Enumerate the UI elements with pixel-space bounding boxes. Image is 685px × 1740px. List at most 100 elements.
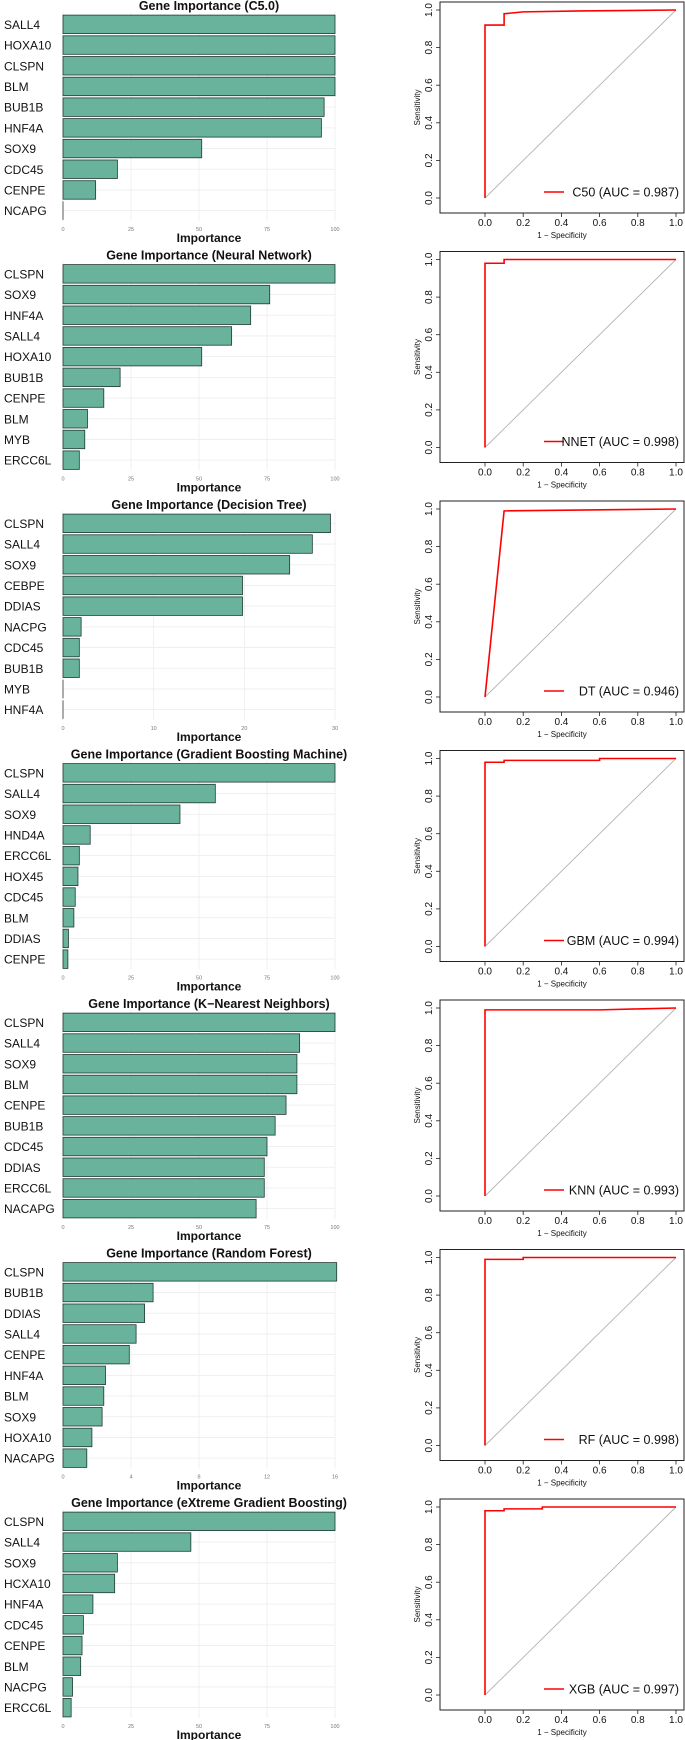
y-tick-label: 0.4: [424, 365, 435, 379]
importance-bar: [62, 118, 322, 138]
chart-title: Gene Importance (K−Nearest Neighbors): [88, 997, 329, 1011]
x-tick-label: 0: [61, 1475, 64, 1481]
y-tick-label: 0.0: [424, 1438, 435, 1452]
category-label: CENPE: [4, 392, 45, 406]
y-tick-label: 0.6: [424, 327, 435, 341]
x-tick-label: 0.0: [478, 1466, 492, 1477]
reference-diagonal: [484, 508, 677, 698]
x-axis-label: 1 − Specificity: [537, 730, 587, 739]
x-tick-label: 0.0: [478, 1715, 492, 1726]
importance-bar: [62, 1427, 93, 1448]
chart-title: Gene Importance (C5.0): [139, 0, 279, 13]
x-tick-label: 75: [264, 1225, 270, 1231]
x-tick-label: 1.0: [669, 1715, 683, 1726]
reference-diagonal: [484, 1007, 677, 1197]
roc-curve: [484, 1506, 676, 1695]
y-tick-label: 0.4: [424, 1363, 435, 1377]
category-label: BLM: [4, 80, 29, 94]
roc-chart-11: 0.0 0.0 0.2 0.2 0.4 0.4 0.6 0.6 0.8 0.8 1.0 1.0 1 − …: [413, 1249, 685, 1488]
roc-chart-1: 0.0 0.0 0.2 0.2 0.4 0.4 0.6 0.6 0.8 0.8 1.0 1.0 1 − …: [413, 1, 685, 240]
y-tick-label: 1.0: [424, 1500, 435, 1514]
x-tick-label: 50: [196, 1724, 202, 1730]
x-tick-label: 1.0: [669, 218, 683, 229]
importance-bar: [62, 763, 336, 783]
x-axis-label: Importance: [177, 980, 242, 994]
x-tick-label: 50: [196, 1225, 202, 1231]
plot-frame: [439, 999, 685, 1212]
reference-diagonal: [484, 758, 677, 947]
x-tick-label: 0.2: [516, 717, 530, 728]
x-tick-label: 100: [330, 1225, 339, 1231]
importance-chart-0: Gene Importance (C5.0) SALL4 HOXA10 CLSPN BL…: [4, 0, 340, 245]
y-tick-label: 0.6: [424, 577, 435, 591]
x-tick-label: 0.4: [554, 717, 568, 728]
y-tick-label: 1.0: [424, 751, 435, 765]
category-label: SALL4: [4, 538, 40, 552]
y-tick-label: 0.2: [424, 153, 435, 167]
category-label: HNF4A: [4, 309, 43, 323]
importance-bar: [62, 1178, 265, 1198]
x-tick-label: 0.2: [516, 468, 530, 479]
chart-title: Gene Importance (Random Forest): [106, 1247, 312, 1261]
importance-bar: [62, 1573, 116, 1594]
importance-bar: [62, 1511, 336, 1531]
x-tick-label: 0.4: [554, 468, 568, 479]
x-tick-label: 8: [197, 1475, 200, 1481]
x-axis-label: Importance: [177, 1728, 242, 1740]
category-label: HOXA10: [4, 350, 52, 364]
x-tick-label: 25: [128, 1724, 134, 1730]
category-label: DDIAS: [4, 932, 41, 946]
importance-bar: [62, 1407, 103, 1427]
importance-bar: [62, 783, 216, 804]
importance-bar: [62, 1615, 84, 1635]
category-label: CENPE: [4, 1099, 45, 1113]
importance-chart-2: Gene Importance (Neural Network) CLSPN SOX…: [4, 249, 340, 495]
chart-title: Gene Importance (Decision Tree): [111, 498, 306, 512]
x-axis-label: 1 − Specificity: [537, 231, 587, 240]
x-tick-label: 100: [330, 477, 339, 483]
roc-curve: [484, 1007, 677, 1196]
roc-chart-5: 0.0 0.0 0.2 0.2 0.4 0.4 0.6 0.6 0.8 0.8 1.0 1.0 1 − …: [413, 500, 685, 739]
importance-chart-8: Gene Importance (K−Nearest Neighbors) CLS…: [4, 997, 340, 1243]
category-label: HNF4A: [4, 1369, 43, 1383]
y-tick-label: 0.2: [424, 1401, 435, 1415]
category-label: BLM: [4, 911, 29, 925]
legend-label: NNET (AUC = 0.998): [561, 435, 679, 449]
y-tick-label: 0.8: [424, 1288, 435, 1302]
roc-chart-9: 0.0 0.0 0.2 0.2 0.4 0.4 0.6 0.6 0.8 0.8 1.0 1.0 1 − …: [413, 999, 685, 1238]
category-label: SOX9: [4, 1410, 36, 1424]
y-axis-label: Sensitivity: [413, 1087, 422, 1123]
importance-bar: [62, 1012, 336, 1032]
importance-bar: [62, 513, 331, 533]
category-label: CLSPN: [4, 59, 44, 73]
x-tick-label: 0.0: [478, 967, 492, 978]
importance-bar: [62, 1532, 192, 1552]
category-label: CLSPN: [4, 1016, 44, 1030]
x-tick-label: 0.2: [516, 1715, 530, 1726]
importance-bar: [62, 138, 203, 159]
x-tick-label: 50: [196, 976, 202, 982]
importance-bar: [62, 346, 203, 367]
y-tick-label: 0.8: [424, 290, 435, 304]
roc-curve: [484, 508, 677, 698]
y-axis-label: Sensitivity: [413, 89, 422, 125]
plot-frame: [439, 1249, 685, 1461]
plot-frame: [439, 500, 685, 713]
importance-bar: [62, 1345, 130, 1365]
x-tick-label: 0.6: [593, 967, 607, 978]
importance-bar: [62, 846, 80, 866]
category-label: CLSPN: [4, 766, 44, 780]
importance-bar: [62, 388, 105, 408]
y-tick-label: 0.8: [424, 1038, 435, 1052]
y-tick-label: 0.4: [424, 614, 435, 628]
importance-bar: [62, 76, 336, 97]
plot-frame: [439, 1, 685, 214]
category-label: HNF4A: [4, 121, 43, 135]
x-tick-label: 0: [61, 976, 64, 982]
x-tick-label: 0.2: [516, 1466, 530, 1477]
category-label: NCAPG: [4, 204, 47, 218]
plot-frame: [439, 251, 685, 463]
importance-bar: [62, 1074, 298, 1095]
x-tick-label: 20: [241, 726, 247, 732]
category-label: HNF4A: [4, 703, 43, 717]
